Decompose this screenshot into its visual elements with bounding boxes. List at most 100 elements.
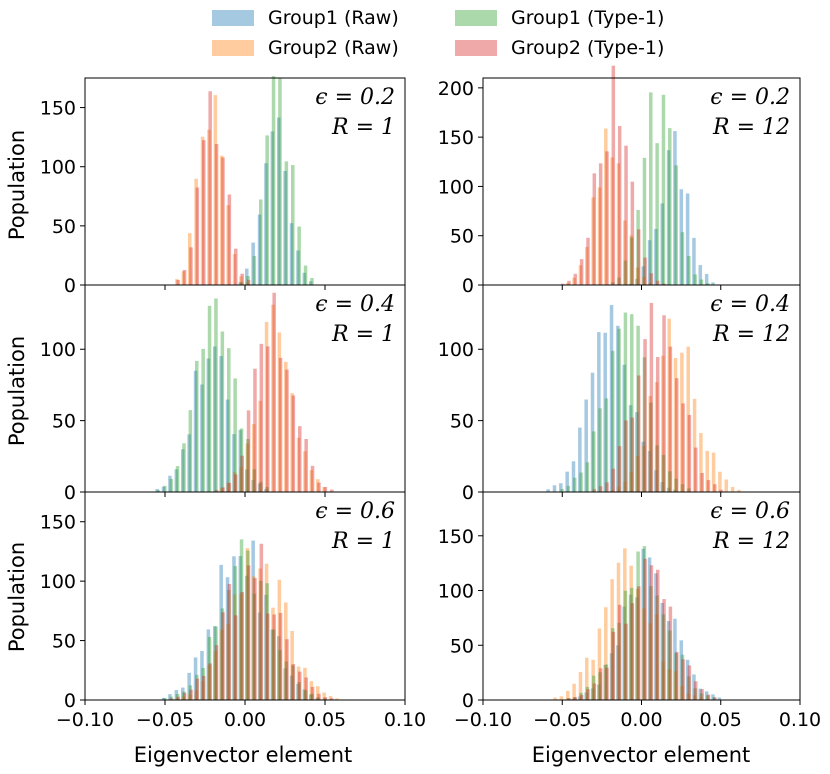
bar-group2-type-1: [700, 689, 704, 700]
bar-group1-raw: [200, 651, 204, 700]
bar-group1-type-1: [195, 360, 199, 492]
bar-group1-type-1: [214, 298, 218, 492]
bar-group1-type-1: [284, 661, 289, 700]
bar-group1-type-1: [156, 490, 161, 492]
bar-group2-type-1: [259, 543, 264, 700]
bar-group1-raw: [251, 540, 255, 700]
bar-group1-raw: [257, 214, 262, 285]
legend-label-group1-raw: Group1 (Raw): [268, 7, 399, 29]
bar-group2-raw: [277, 332, 282, 492]
bar-group2-raw: [566, 690, 570, 700]
bar-group1-raw: [584, 692, 588, 700]
bar-group1-raw: [245, 575, 249, 700]
y-tick-label: 200: [438, 78, 474, 100]
bar-group2-type-1: [592, 489, 597, 492]
bar-group2-type-1: [662, 599, 666, 700]
x-axis-title-left: Eigenvector element: [134, 743, 353, 767]
bar-group2-type-1: [586, 689, 590, 700]
bar-group1-raw: [654, 229, 658, 285]
bar-group1-type-1: [655, 445, 659, 492]
bar-group2-raw: [309, 681, 314, 700]
bar-group2-raw: [699, 697, 703, 700]
legend: Group1 (Raw) Group2 (Raw) Group1 (Type-1) G…: [212, 7, 664, 59]
bar-group2-type-1: [687, 414, 692, 492]
bar-group1-raw: [647, 451, 652, 492]
bar-group2-type-1: [246, 410, 251, 492]
bar-group2-type-1: [240, 591, 244, 700]
bar-group1-raw: [225, 577, 230, 700]
bar-group2-raw: [188, 233, 192, 285]
bar-group1-raw: [161, 486, 166, 492]
panel-row1-col1: 0 50 100 150 ϵ = 0.2 R = 1: [40, 76, 406, 297]
bar-group2-type-1: [323, 697, 328, 700]
bar-group2-type-1: [304, 677, 308, 700]
bar-group2-raw: [597, 187, 602, 285]
axis-titles: Eigenvector element Eigenvector element …: [5, 130, 750, 767]
bar-group1-raw: [628, 594, 633, 700]
y-tick-label: 100: [40, 339, 76, 361]
bar-group1-type-1: [579, 692, 583, 700]
bar-group1-raw: [685, 659, 690, 700]
bar-group1-type-1: [233, 378, 237, 492]
bar-group1-type-1: [623, 590, 628, 700]
bar-group2-type-1: [227, 482, 232, 492]
bar-group2-type-1: [259, 343, 264, 492]
bar-group2-raw: [252, 424, 256, 492]
bar-group1-raw: [609, 305, 614, 492]
bar-group2-raw: [673, 358, 678, 492]
bar-group1-raw: [673, 618, 677, 700]
bar-group1-type-1: [182, 691, 186, 700]
bar-group2-raw: [335, 698, 339, 700]
y-tick-label: 50: [450, 411, 474, 433]
bar-group2-raw: [623, 220, 627, 285]
bar-group2-type-1: [560, 283, 565, 285]
bar-group1-type-1: [572, 697, 577, 700]
bar-group1-type-1: [220, 608, 225, 700]
bar-group1-type-1: [207, 305, 212, 492]
bar-group1-type-1: [201, 667, 205, 700]
r-annotation: R = 12: [712, 529, 790, 554]
bar-group2-raw: [322, 692, 326, 700]
bar-group1-raw: [296, 683, 300, 700]
bar-group2-raw: [737, 489, 741, 492]
bar-group1-type-1: [661, 614, 666, 700]
bar-group1-type-1: [259, 481, 263, 492]
bar-group1-raw: [238, 429, 243, 492]
bar-group1-raw: [315, 697, 319, 700]
bar-group1-raw: [283, 668, 287, 700]
bar-group1-raw: [578, 427, 582, 492]
bar-group1-type-1: [674, 478, 678, 492]
bar-group1-type-1: [310, 277, 314, 285]
bar-group2-type-1: [643, 558, 647, 700]
bar-group2-type-1: [681, 659, 685, 700]
bar-group2-raw: [610, 579, 614, 700]
bar-group1-type-1: [163, 697, 167, 700]
bar-group2-raw: [322, 487, 326, 492]
bar-group1-type-1: [239, 428, 244, 492]
bar-group1-raw: [698, 688, 703, 700]
bar-group2-raw: [245, 282, 250, 285]
bar-group1-raw: [628, 405, 633, 492]
bar-group1-type-1: [655, 595, 659, 700]
bar-group1-type-1: [687, 488, 691, 492]
bar-group2-raw: [673, 671, 678, 700]
bar-group2-type-1: [649, 565, 654, 700]
legend-swatch-group1-raw: [212, 10, 254, 26]
y-tick-label: 50: [450, 226, 474, 248]
bar-group2-raw: [635, 456, 640, 492]
bar-group2-type-1: [189, 689, 193, 700]
bar-group2-raw: [648, 623, 652, 700]
bar-group2-type-1: [636, 229, 641, 285]
bar-group1-raw: [168, 475, 172, 492]
bar-group2-raw: [648, 395, 652, 492]
bar-group2-raw: [686, 693, 690, 700]
bar-group1-type-1: [252, 469, 257, 492]
r-annotation: R = 12: [712, 115, 790, 140]
bar-group2-type-1: [208, 663, 212, 700]
bar-group2-raw: [290, 393, 294, 492]
bar-group1-raw: [635, 412, 639, 492]
bar-group2-raw: [232, 594, 237, 700]
bar-group1-type-1: [265, 583, 269, 700]
bar-group2-type-1: [655, 569, 660, 700]
bar-group1-raw: [641, 266, 645, 285]
